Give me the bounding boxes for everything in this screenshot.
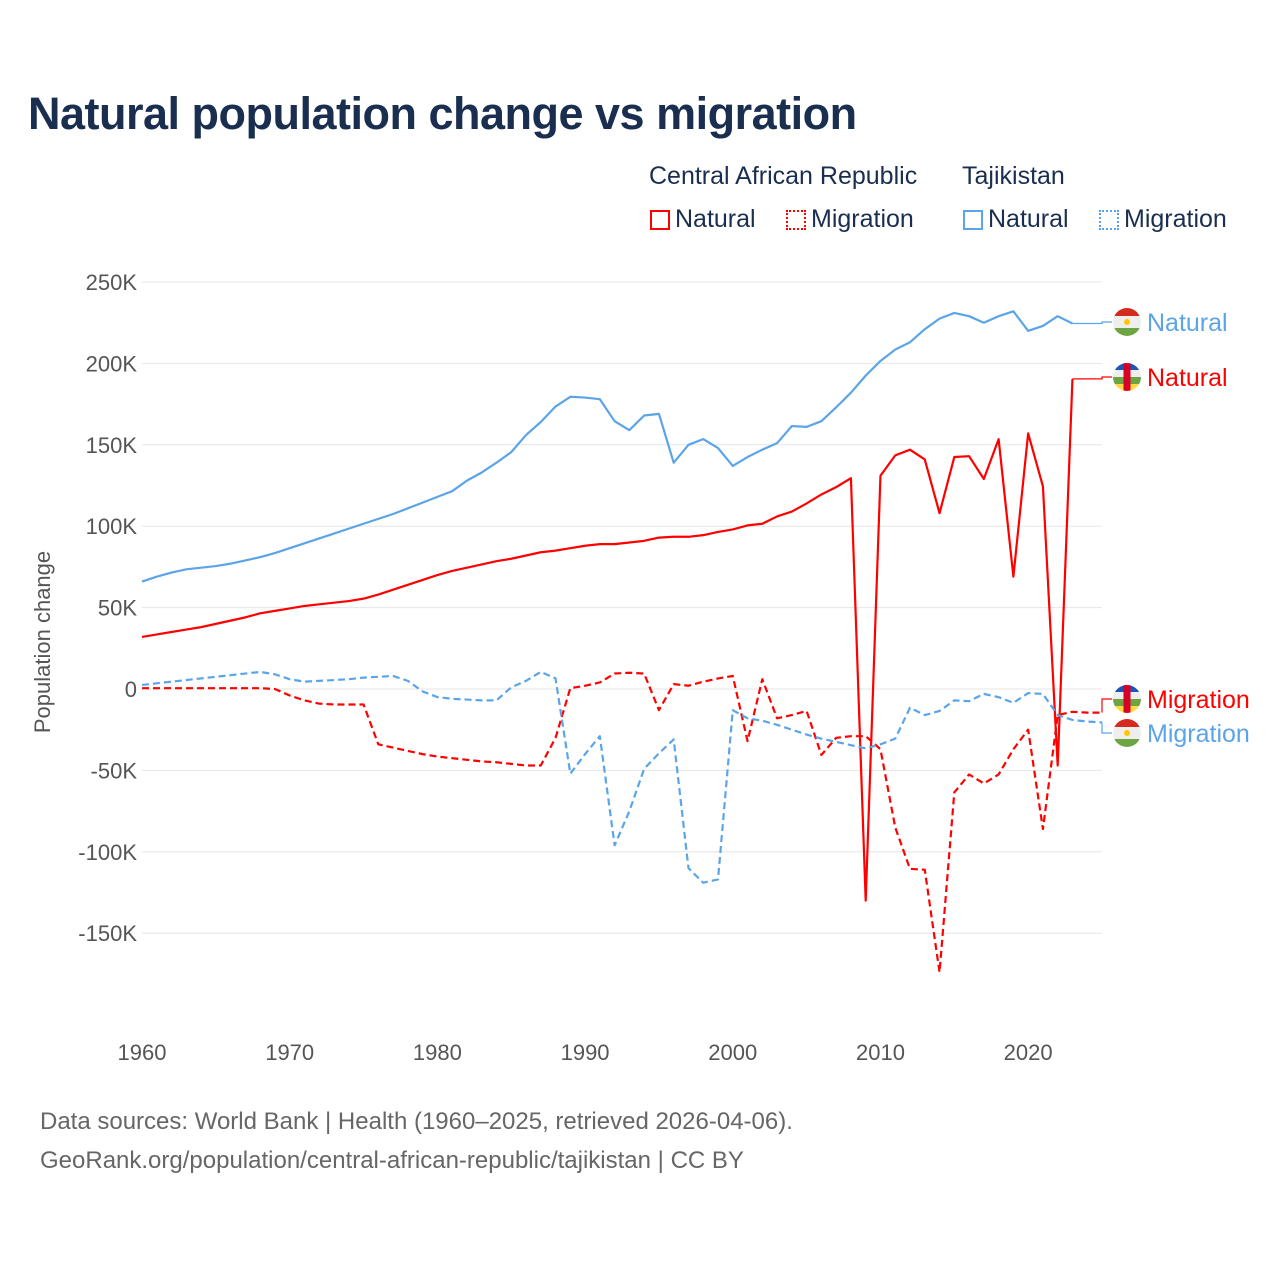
label-connector	[1101, 698, 1112, 713]
y-tick-label: 100K	[86, 514, 138, 539]
y-tick-label: 150K	[86, 433, 138, 458]
tajikistan-flag-icon	[1113, 308, 1141, 336]
x-tick-label: 1960	[118, 1040, 167, 1065]
legend-car-migration[interactable]: Migration	[786, 205, 914, 234]
legend-label: Migration	[1124, 205, 1227, 233]
legend-group-car: Central African Republic	[649, 162, 918, 190]
y-tick-label: -150K	[78, 921, 137, 946]
flag-body	[1113, 719, 1141, 747]
label-connector	[1072, 376, 1112, 380]
legend-group-tajikistan: Tajikistan	[962, 162, 1065, 190]
flag-stripe	[1113, 719, 1141, 727]
legend-label: Natural	[988, 205, 1069, 233]
y-tick-label: -50K	[91, 758, 138, 783]
car-flag-icon	[1113, 363, 1141, 391]
flag-crown	[1124, 319, 1130, 325]
series-line-central-african-republic-migration	[142, 671, 1102, 974]
flag-crown	[1124, 730, 1130, 736]
y-tick-label: 250K	[86, 270, 138, 295]
car-flag-icon	[1113, 685, 1141, 713]
series-line-central-african-republic-natural	[141, 378, 1074, 902]
end-label: Natural	[1147, 364, 1228, 392]
legend-label: Migration	[811, 205, 914, 233]
x-tick-label: 2010	[856, 1040, 905, 1065]
legend-car-natural[interactable]: Natural	[650, 205, 756, 234]
flag-stripe	[1113, 739, 1141, 747]
legend-swatch-solid-red	[650, 209, 670, 230]
label-connector	[1072, 321, 1112, 325]
end-label: Migration	[1147, 720, 1250, 748]
series-line-tajikistan-migration	[141, 670, 1103, 884]
x-tick-label: 1970	[265, 1040, 314, 1065]
source-line-1: Data sources: World Bank | Health (1960–…	[40, 1108, 793, 1135]
series-line-tajikistan-natural	[141, 310, 1073, 583]
legend-swatch-solid-blue	[963, 209, 983, 230]
y-tick-label: 50K	[98, 596, 137, 621]
flag-body	[1113, 308, 1141, 336]
end-label: Migration	[1147, 686, 1250, 714]
y-tick-label: -100K	[78, 840, 137, 865]
legend-tajikistan-natural[interactable]: Natural	[963, 205, 1069, 234]
y-tick-label: 200K	[86, 351, 138, 376]
legend-swatch-dotted-blue	[1099, 209, 1119, 230]
x-tick-label: 2020	[1004, 1040, 1053, 1065]
flag-body	[1113, 685, 1141, 713]
y-tick-label: 0	[125, 677, 137, 702]
flag-stripe	[1113, 328, 1141, 336]
flag-body	[1113, 363, 1141, 391]
label-connector	[1101, 722, 1112, 734]
chart-title: Natural population change vs migration	[28, 88, 857, 139]
tajikistan-flag-icon	[1113, 719, 1141, 747]
legend-tajikistan-migration[interactable]: Migration	[1099, 205, 1227, 234]
source-line-2[interactable]: GeoRank.org/population/central-african-r…	[40, 1147, 744, 1174]
legend-label: Natural	[675, 205, 756, 233]
y-axis-label: Population change	[30, 551, 55, 733]
flag-band	[1123, 363, 1131, 391]
x-tick-label: 2000	[708, 1040, 757, 1065]
end-label: Natural	[1147, 309, 1228, 337]
x-tick-label: 1990	[561, 1040, 610, 1065]
flag-band	[1123, 685, 1131, 713]
legend-swatch-dotted-red	[786, 209, 806, 230]
flag-stripe	[1113, 308, 1141, 316]
x-tick-label: 1980	[413, 1040, 462, 1065]
